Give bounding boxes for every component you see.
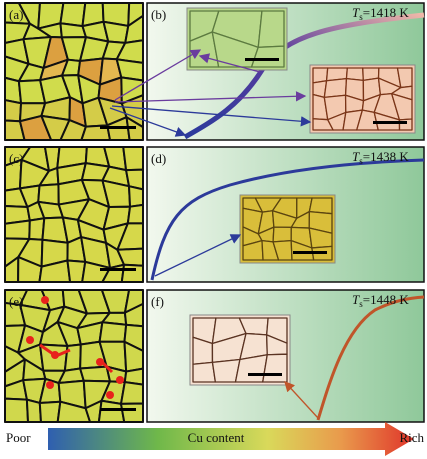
panel-label: (c) bbox=[9, 151, 23, 166]
panel-label: (d) bbox=[151, 151, 166, 166]
grain bbox=[234, 354, 268, 383]
panel-border bbox=[4, 146, 144, 283]
grain bbox=[59, 2, 87, 28]
arrow bbox=[114, 91, 307, 103]
grain bbox=[98, 321, 128, 343]
temperature-value: =1418 K bbox=[363, 5, 410, 20]
colorbar-high: Rich bbox=[399, 430, 424, 445]
scale-bar bbox=[100, 408, 136, 411]
grain bbox=[262, 353, 288, 383]
grain bbox=[120, 402, 144, 423]
colorbar-arrow bbox=[48, 422, 414, 456]
scale-bar bbox=[100, 126, 136, 129]
scale-bar bbox=[248, 373, 282, 376]
scale-bar bbox=[293, 251, 327, 254]
grain bbox=[272, 226, 292, 243]
grain bbox=[4, 99, 23, 123]
liquid-droplet bbox=[116, 376, 124, 384]
temperature-subscript: s bbox=[359, 12, 363, 22]
panel-label: (e) bbox=[9, 294, 23, 309]
temperature: Ts=1448 K bbox=[352, 292, 409, 309]
temperature-symbol: T bbox=[352, 292, 360, 307]
grain bbox=[120, 263, 144, 283]
liquid-film bbox=[39, 343, 114, 374]
grain bbox=[120, 381, 144, 405]
grain bbox=[79, 365, 111, 383]
temperature-value: =1438 K bbox=[363, 149, 410, 164]
arrow bbox=[111, 105, 312, 127]
grain bbox=[4, 397, 30, 423]
scale-bar bbox=[373, 121, 407, 124]
liquid-droplet bbox=[41, 296, 49, 304]
grain bbox=[128, 185, 144, 208]
grain bbox=[63, 343, 82, 372]
colorbar-low: Poor bbox=[6, 430, 31, 445]
grain bbox=[102, 20, 130, 44]
panel-label: (f) bbox=[151, 294, 164, 309]
arrow bbox=[154, 234, 242, 277]
colorbar-middle: Cu content bbox=[188, 430, 245, 445]
temperature-value: =1448 K bbox=[363, 292, 410, 307]
liquid-droplet bbox=[106, 391, 114, 399]
temperature-subscript: s bbox=[359, 156, 363, 166]
grain bbox=[4, 219, 31, 240]
temperature-subscript: s bbox=[359, 299, 363, 309]
scale-bar bbox=[245, 58, 279, 61]
panel-label: (b) bbox=[151, 7, 166, 22]
grain bbox=[126, 203, 144, 225]
panel-border bbox=[4, 2, 144, 141]
panel-label: (a) bbox=[9, 7, 23, 22]
arrow bbox=[109, 107, 187, 137]
grain bbox=[122, 146, 144, 172]
grain bbox=[257, 10, 285, 48]
curve bbox=[150, 158, 425, 281]
arrow bbox=[284, 381, 319, 419]
liquid-droplet bbox=[46, 381, 54, 389]
temperature-symbol: T bbox=[352, 149, 360, 164]
liquid-droplet bbox=[26, 336, 34, 344]
temperature-symbol: T bbox=[352, 5, 360, 20]
arrow bbox=[198, 53, 261, 73]
grain bbox=[323, 77, 348, 99]
grain bbox=[192, 361, 217, 383]
temperature: Ts=1438 K bbox=[352, 149, 409, 166]
temperature: Ts=1418 K bbox=[352, 5, 409, 22]
arrow bbox=[114, 49, 202, 101]
grain bbox=[398, 118, 413, 131]
curve bbox=[316, 295, 425, 421]
scale-bar bbox=[100, 268, 136, 271]
panel-border bbox=[4, 289, 144, 423]
